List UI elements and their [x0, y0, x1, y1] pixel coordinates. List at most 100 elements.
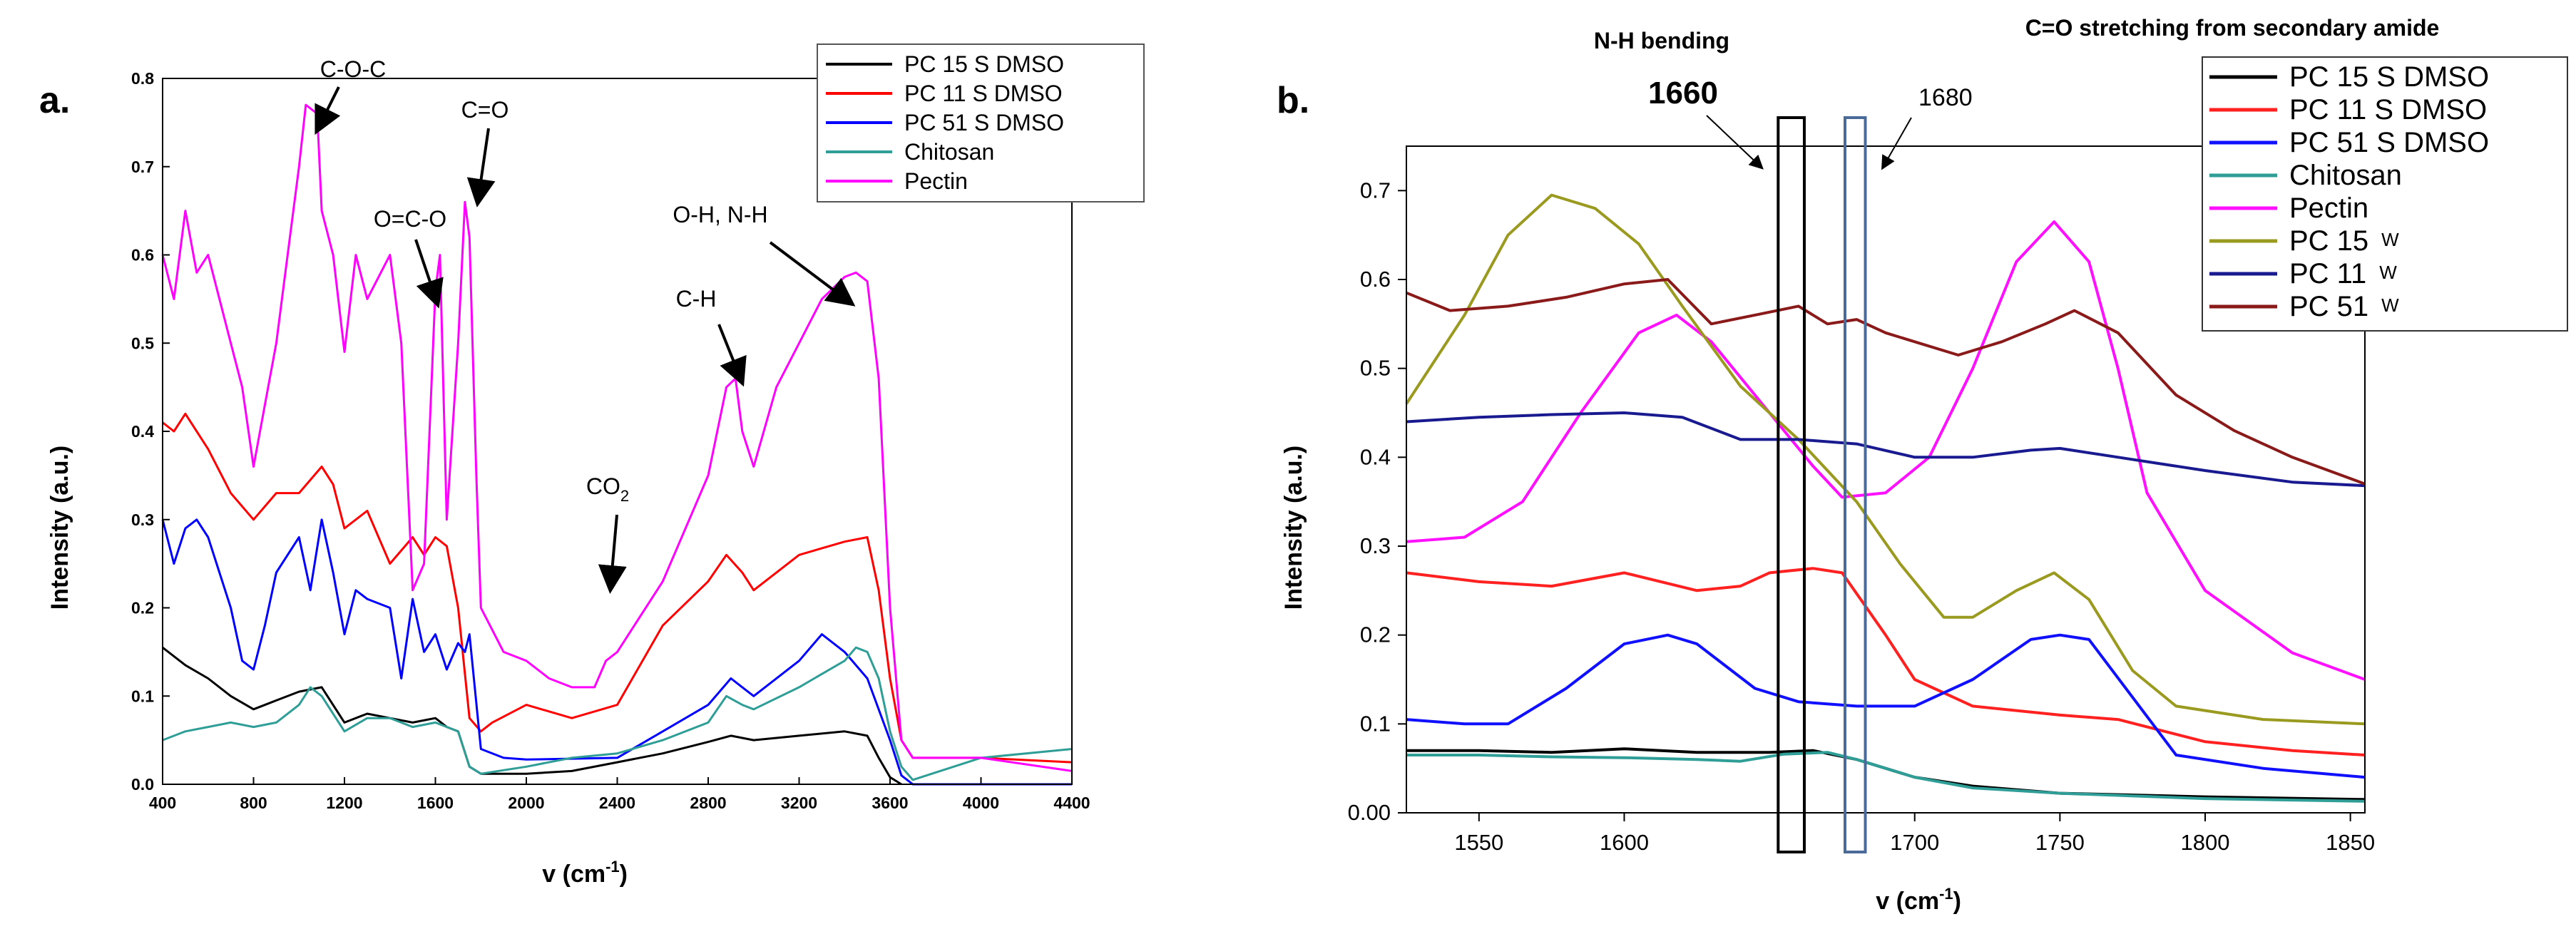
- panel-b-legend-entry: Pectin: [2289, 193, 2368, 224]
- panel-b-legend-box: [2202, 56, 2568, 332]
- panel-b-plot-frame: [1406, 145, 2366, 814]
- panel-b-x-tick-label: 1750: [2035, 830, 2085, 855]
- panel-b-highlight-box-1660: [1777, 116, 1806, 853]
- panel-a-y-axis-label: Intensity (a.u.): [46, 446, 73, 610]
- panel-b-x-tick-label: 1700: [1890, 830, 1939, 855]
- panel-a-annotation-sub: 2: [620, 487, 629, 505]
- panel-a-annotation: O-H, N-H: [673, 202, 767, 227]
- panel-b-series-pc-51-w: [1406, 278, 2366, 486]
- panel-b-label-1660: 1660: [1648, 76, 1718, 111]
- panel-b-legend-entry: PC 15 W: [2289, 225, 2399, 257]
- panel-b: b. Intensity (a.u.) v (cm-1) N-H bending…: [1277, 15, 2568, 915]
- panel-b-arrow-1660: [1706, 115, 1764, 170]
- panel-b-y-axis-label: Intensity (a.u.): [1280, 446, 1307, 610]
- panel-a-label: a.: [39, 80, 70, 121]
- panel-b-series-pc-11-w: [1406, 411, 2366, 488]
- panel-a-annotation: C=O: [461, 97, 509, 123]
- panel-a-x-tick-label: 1200: [326, 794, 362, 812]
- panel-a-y-tick-label: 0.3: [131, 510, 154, 529]
- panel-b-y-tick-label: 0.4: [1360, 444, 1391, 469]
- panel-a-annotation-arrow: [315, 86, 341, 135]
- panel-a-x-tick-label: 3600: [872, 794, 908, 812]
- panel-a-x-tick-label: 4400: [1053, 794, 1090, 812]
- panel-b-series-pectin: [1406, 220, 2366, 681]
- panel-a-x-axis-label: v (cm-1): [542, 858, 628, 888]
- panel-b-title-right: C=O stretching from secondary amide: [2025, 15, 2440, 41]
- panel-a-y-tick-label: 0.0: [131, 775, 154, 794]
- panel-a-legend: PC 15 S DMSO PC 11 S DMSO PC 51 S DMSO Chit…: [817, 43, 1145, 202]
- panel-a-series-pc-11-s-dmso: [162, 412, 1073, 764]
- panel-a-y-tick-label: 0.4: [131, 422, 154, 441]
- panel-a-annotation-arrow: [466, 128, 496, 207]
- panel-a-x-tick-label: 2400: [599, 794, 635, 812]
- panel-b-y-tick-label: 0.5: [1360, 356, 1391, 381]
- panel-b-x-label-sup: -1: [1939, 885, 1953, 903]
- panel-b-arrow-1680: [1881, 117, 1912, 170]
- panel-a-x-tick-label: 400: [149, 794, 176, 812]
- panel-a-annotation: CO2: [586, 473, 629, 505]
- panel-a-x-label-sup: -1: [605, 858, 620, 876]
- panel-b-x-label-main: v (cm: [1876, 888, 1939, 915]
- panel-a-annotation-arrow: [414, 239, 444, 309]
- panel-a-series-pectin: [161, 103, 1073, 772]
- panel-b-series-pc-15-w: [1405, 193, 2366, 726]
- panel-a-legend-entry: PC 15 S DMSO: [904, 51, 1064, 77]
- panel-a-y-tick-label: 0.5: [131, 334, 154, 352]
- panel-b-x-axis-label: v (cm-1): [1876, 885, 1961, 915]
- panel-b-legend-entry: PC 11 S DMSO: [2289, 94, 2487, 125]
- panel-a-y-tick-label: 0.2: [131, 599, 154, 617]
- panel-a-annotation-arrow: [769, 241, 856, 307]
- panel-a: a. Intensity (a.u.) v (cm-1) 400 800 1200 1…: [39, 43, 1145, 888]
- panel-b-legend-entry: PC 15 S DMSO: [2289, 61, 2489, 93]
- panel-b-y-tick-label: 0.2: [1360, 622, 1391, 647]
- panel-b-y-tick-label: 0.1: [1360, 711, 1391, 736]
- panel-a-legend-entry: PC 51 S DMSO: [904, 110, 1064, 135]
- panel-b-label-1680: 1680: [1918, 84, 1973, 111]
- panel-b-legend-entry: PC 11 W: [2289, 258, 2397, 289]
- panel-b-x-tick-label: 1600: [1600, 830, 1649, 855]
- panel-a-legend-entry: Chitosan: [904, 139, 994, 165]
- panel-b-legend-suffix: W: [2381, 294, 2399, 316]
- panel-b-title-left: N-H bending: [1594, 28, 1729, 53]
- panel-a-y-tick-label: 0.6: [131, 246, 154, 265]
- panel-a-annotation: O=C-O: [374, 206, 446, 232]
- panel-b-y-tick-label: 0.00: [1348, 800, 1391, 825]
- panel-b-y-tick-label: 0.3: [1360, 533, 1391, 558]
- panel-b-legend-entry: Chitosan: [2289, 160, 2402, 191]
- panel-b-x-label-close: ): [1953, 888, 1961, 915]
- panel-a-annotation: C-O-C: [320, 56, 386, 82]
- panel-a-x-label-close: ): [620, 861, 628, 888]
- panel-a-annotation-arrow: [598, 514, 627, 594]
- panel-a-x-tick-label: 3200: [781, 794, 817, 812]
- panel-a-y-tick-label: 0.1: [131, 687, 154, 705]
- panel-a-annotation: C-H: [676, 286, 717, 312]
- panel-a-x-tick-label: 2800: [690, 794, 726, 812]
- panel-a-x-label-main: v (cm: [542, 861, 605, 888]
- panel-b-series-pc-11-s-dmso: [1406, 567, 2366, 756]
- panel-a-x-tick-label: 2000: [508, 794, 544, 812]
- panel-b-y-tick-label: 0.6: [1360, 267, 1391, 292]
- panel-b-x-tick-label: 1800: [2181, 830, 2230, 855]
- panel-a-x-tick-label: 1600: [417, 794, 454, 812]
- panel-a-x-tick-label: 800: [240, 794, 267, 812]
- panel-b-label: b.: [1277, 80, 1309, 121]
- panel-b-series-pc-51-s-dmso: [1406, 633, 2366, 779]
- panel-a-series-chitosan: [162, 646, 1073, 781]
- panel-b-highlight-box-1680: [1843, 116, 1867, 853]
- panel-a-plot-frame: [162, 78, 1073, 785]
- panel-a-annotation-arrow: [717, 324, 747, 387]
- panel-b-legend-suffix: W: [2379, 262, 2397, 283]
- panel-a-legend-entry: PC 11 S DMSO: [904, 81, 1063, 106]
- panel-a-y-tick-label: 0.7: [131, 158, 154, 176]
- panel-a-x-tick-label: 4000: [963, 794, 999, 812]
- panel-b-y-tick-label: 0.7: [1360, 178, 1391, 202]
- panel-a-legend-entry: Pectin: [904, 168, 968, 194]
- panel-a-y-tick-label: 0.8: [131, 69, 154, 88]
- panel-b-x-tick-label: 1850: [2326, 830, 2375, 855]
- panel-b-legend-entry: PC 51 S DMSO: [2289, 127, 2489, 158]
- panel-b-x-tick-label: 1550: [1454, 830, 1503, 855]
- panel-b-series-chitosan: [1406, 751, 2366, 803]
- panel-b-legend-suffix: W: [2381, 229, 2399, 250]
